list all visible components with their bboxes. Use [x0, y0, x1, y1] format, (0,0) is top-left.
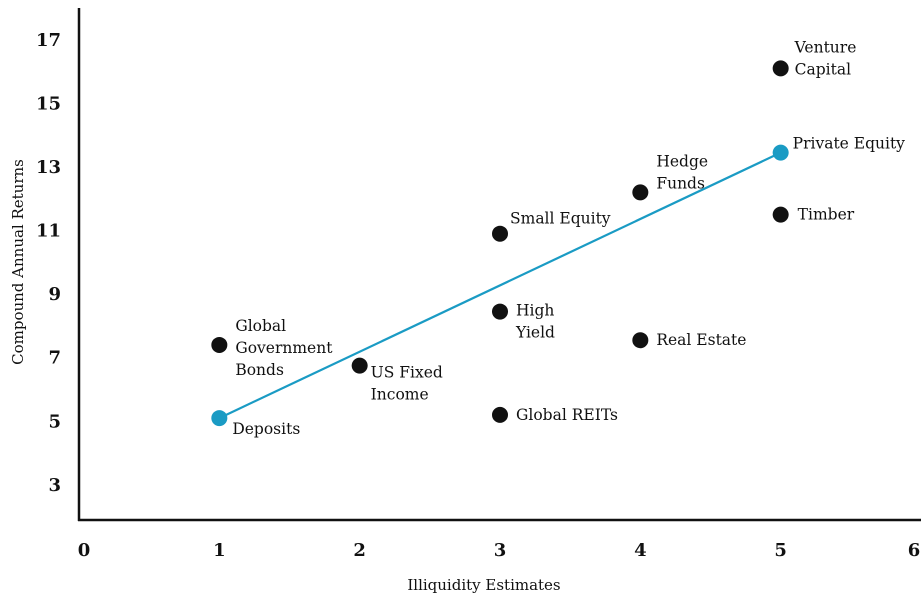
- point-label-line: Timber: [798, 206, 855, 224]
- y-tick-label: 3: [48, 475, 61, 496]
- data-point: [492, 303, 508, 320]
- trendline: [218, 151, 782, 420]
- point-label: Global REITs: [516, 406, 618, 424]
- y-tick-label: 9: [48, 284, 61, 305]
- data-point: [211, 336, 228, 353]
- point-label-line: Small Equity: [510, 210, 611, 228]
- point-label-line: US Fixed: [371, 364, 443, 382]
- y-tick-label: 5: [48, 411, 61, 432]
- point-label: Real Estate: [656, 331, 746, 349]
- y-tick-label: 7: [48, 348, 61, 369]
- y-tick-label: 17: [36, 30, 61, 51]
- point-label-line: Bonds: [235, 361, 284, 379]
- point-label-line: Deposits: [232, 420, 300, 438]
- point-label: Small Equity: [510, 210, 611, 228]
- x-axis-title: Illiquidity Estimates: [407, 576, 560, 594]
- point-label-line: Private Equity: [793, 135, 906, 153]
- axes: [77, 8, 921, 522]
- point-label: Hedge Funds: [656, 152, 708, 192]
- trendline-group: [218, 151, 782, 420]
- point-label-line: High: [516, 302, 554, 320]
- point-label-line: Government: [235, 339, 333, 357]
- x-tick-label: 6: [908, 540, 921, 561]
- point-label: Global Government Bonds: [235, 317, 333, 379]
- x-tick-label: 4: [634, 540, 647, 561]
- point-label-line: Venture: [794, 38, 857, 56]
- data-point: [772, 144, 789, 161]
- data-point: [211, 410, 228, 427]
- x-tick-label: 3: [494, 540, 507, 561]
- point-label-line: Global: [235, 317, 286, 335]
- data-point: [632, 184, 649, 201]
- point-label-line: Global REITs: [516, 406, 618, 424]
- data-point: [351, 357, 368, 374]
- y-tick-label: 15: [36, 93, 61, 114]
- point-labels: Global Government Bonds Deposits US Fixed Inc…: [232, 38, 905, 438]
- data-point: [772, 206, 789, 223]
- point-label: Deposits: [232, 420, 300, 438]
- point-label-line: Real Estate: [656, 331, 746, 349]
- data-point: [632, 332, 649, 349]
- point-label-line: Capital: [795, 60, 851, 78]
- point-label: High Yield: [515, 302, 555, 342]
- point-label-line: Yield: [515, 324, 555, 342]
- data-point: [492, 406, 508, 423]
- y-tick-label: 11: [36, 221, 61, 242]
- y-tick-labels: 3 5 7 9 11 13 15 17: [36, 30, 61, 496]
- y-tick-label: 13: [36, 157, 61, 178]
- point-label: Timber: [798, 206, 855, 224]
- data-point: [492, 225, 508, 242]
- x-tick-label: 2: [353, 540, 366, 561]
- data-points: [211, 60, 789, 427]
- data-point: [772, 60, 789, 77]
- point-label-line: Income: [371, 386, 429, 404]
- point-label-line: Funds: [656, 174, 705, 192]
- x-tick-label: 5: [774, 540, 787, 561]
- y-axis-title: Compound Annual Returns: [9, 159, 27, 365]
- x-tick-label: 1: [213, 540, 226, 561]
- x-tick-label: 0: [78, 540, 91, 561]
- x-tick-labels: 0 1 2 3 4 5 6: [78, 540, 921, 561]
- point-label: US Fixed Income: [371, 364, 443, 404]
- point-label-line: Hedge: [656, 152, 708, 170]
- point-label: Private Equity: [793, 135, 906, 153]
- point-label: Venture Capital: [794, 38, 857, 78]
